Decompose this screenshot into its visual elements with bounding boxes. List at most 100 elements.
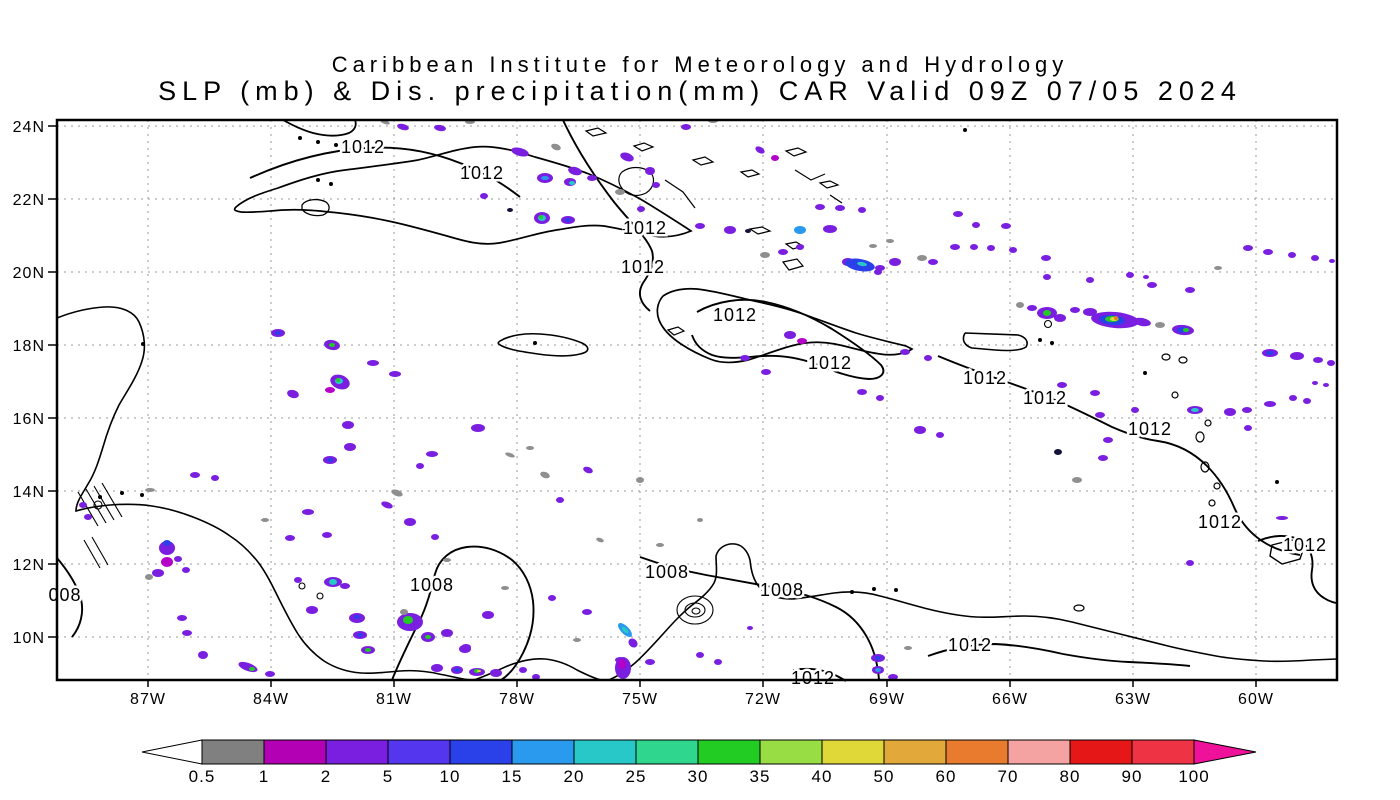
precip-cell: [1090, 390, 1100, 396]
precip-cell: [857, 389, 867, 395]
precip-cell: [636, 477, 644, 483]
precip-cell: [342, 421, 354, 429]
precip-cell: [724, 226, 736, 234]
x-axis-label: 72W: [745, 691, 781, 708]
precip-cell: [637, 206, 645, 212]
precip-cell: [471, 424, 485, 432]
colorbar-value-label: 70: [998, 767, 1019, 786]
precip-cell: [1041, 255, 1051, 261]
precip-cell: [443, 558, 451, 562]
map-frame: [55, 118, 1339, 682]
precip-cell: [275, 331, 281, 335]
precip-cell: [1103, 437, 1113, 443]
precip-cell: [1323, 383, 1329, 387]
precip-cell: [400, 609, 408, 615]
precip-cell: [568, 166, 582, 176]
isobar-label: 1012: [341, 137, 385, 157]
colorbar-value-label: 90: [1122, 767, 1143, 786]
precip-cell: [1264, 401, 1276, 407]
precip-cell: [505, 452, 515, 458]
precip-cell: [367, 360, 379, 366]
precip-cell: [249, 667, 255, 671]
colorbar-value-label: 40: [812, 767, 833, 786]
isobar-label: 1012: [808, 353, 852, 373]
precip-cell: [917, 255, 927, 261]
precip-cell: [1185, 287, 1195, 293]
precip-cell: [569, 181, 575, 185]
precip-cell: [1083, 308, 1097, 316]
precip-cell: [1001, 223, 1011, 229]
colorbar-segment: [635, 739, 699, 765]
precip-cell: [645, 167, 655, 175]
colorbar-segment: [387, 739, 451, 765]
isobar-label: 1012: [460, 163, 504, 183]
precip-cell: [1191, 408, 1199, 412]
precip-cell: [1133, 317, 1151, 327]
precip-cell: [1009, 247, 1017, 253]
precip-cell: [1244, 425, 1252, 431]
isobar-contours-layer: [56, 119, 1338, 682]
colorbar-segment: [1007, 739, 1071, 765]
colorbar-value-label: 10: [440, 767, 461, 786]
precip-cell: [888, 674, 898, 680]
precip-cell: [1288, 252, 1296, 258]
x-axis-label: 84W: [253, 691, 289, 708]
colorbar-segment: [511, 739, 575, 765]
precip-cell: [182, 567, 190, 573]
precip-cell: [265, 671, 275, 677]
colorbar-segment: [325, 739, 389, 765]
precip-cell: [84, 514, 92, 520]
precip-cell: [953, 211, 963, 217]
colorbar-value-label: 100: [1178, 767, 1209, 786]
precip-cell: [886, 239, 894, 243]
precip-cell: [477, 670, 481, 672]
isobar-label: 1008: [410, 575, 454, 595]
x-axis-label: 81W: [376, 691, 412, 708]
precip-cell: [565, 218, 571, 222]
page-subtitle: SLP (mb) & Dis. precipitation(mm) CAR Va…: [158, 76, 1242, 106]
x-axis-label: 75W: [622, 691, 658, 708]
x-axis-label: 63W: [1115, 691, 1151, 708]
colorbar-value-label: 5: [383, 767, 393, 786]
precip-cell: [652, 182, 660, 188]
precip-cell: [454, 668, 460, 672]
isobar-label: 1012: [963, 368, 1007, 388]
colorbar-segment: [883, 739, 947, 765]
colorbar-value-label: 2: [321, 767, 331, 786]
precip-cell: [1186, 560, 1194, 566]
precip-cell: [1131, 407, 1139, 413]
precip-cell: [389, 371, 401, 377]
precip-cell: [322, 532, 332, 538]
precip-cell: [336, 378, 340, 382]
precip-cell: [540, 471, 550, 479]
x-axis-label: 87W: [130, 691, 166, 708]
precipitation-layer: [79, 119, 1335, 680]
precip-cell: [381, 501, 393, 509]
precip-cell: [1043, 274, 1051, 280]
precip-cell: [327, 458, 333, 462]
precip-cell: [294, 577, 302, 583]
colorbar-left-arrow: [141, 739, 203, 765]
precip-cell: [876, 395, 884, 401]
precip-cell: [1183, 328, 1189, 332]
colorbar-value-label: 30: [688, 767, 709, 786]
precip-cell: [587, 175, 597, 181]
precip-cell: [869, 244, 877, 248]
y-axis-label: 20N: [13, 265, 45, 282]
precip-cell: [397, 123, 409, 131]
colorbar-segment: [263, 739, 327, 765]
precip-cell: [573, 638, 581, 642]
precip-cell: [914, 426, 926, 434]
colorbar-value-label: 15: [502, 767, 523, 786]
precip-cell: [615, 189, 625, 195]
precip-cell: [190, 472, 200, 478]
y-axis-label: 16N: [13, 411, 45, 428]
precip-cell: [511, 147, 529, 157]
colorbar-segment: [759, 739, 823, 765]
precip-cell: [1242, 407, 1252, 413]
precip-cell: [618, 659, 626, 669]
precip-cell: [857, 261, 867, 267]
precip-cell: [159, 541, 175, 555]
precip-cell: [541, 176, 549, 180]
precip-cell: [490, 669, 502, 677]
